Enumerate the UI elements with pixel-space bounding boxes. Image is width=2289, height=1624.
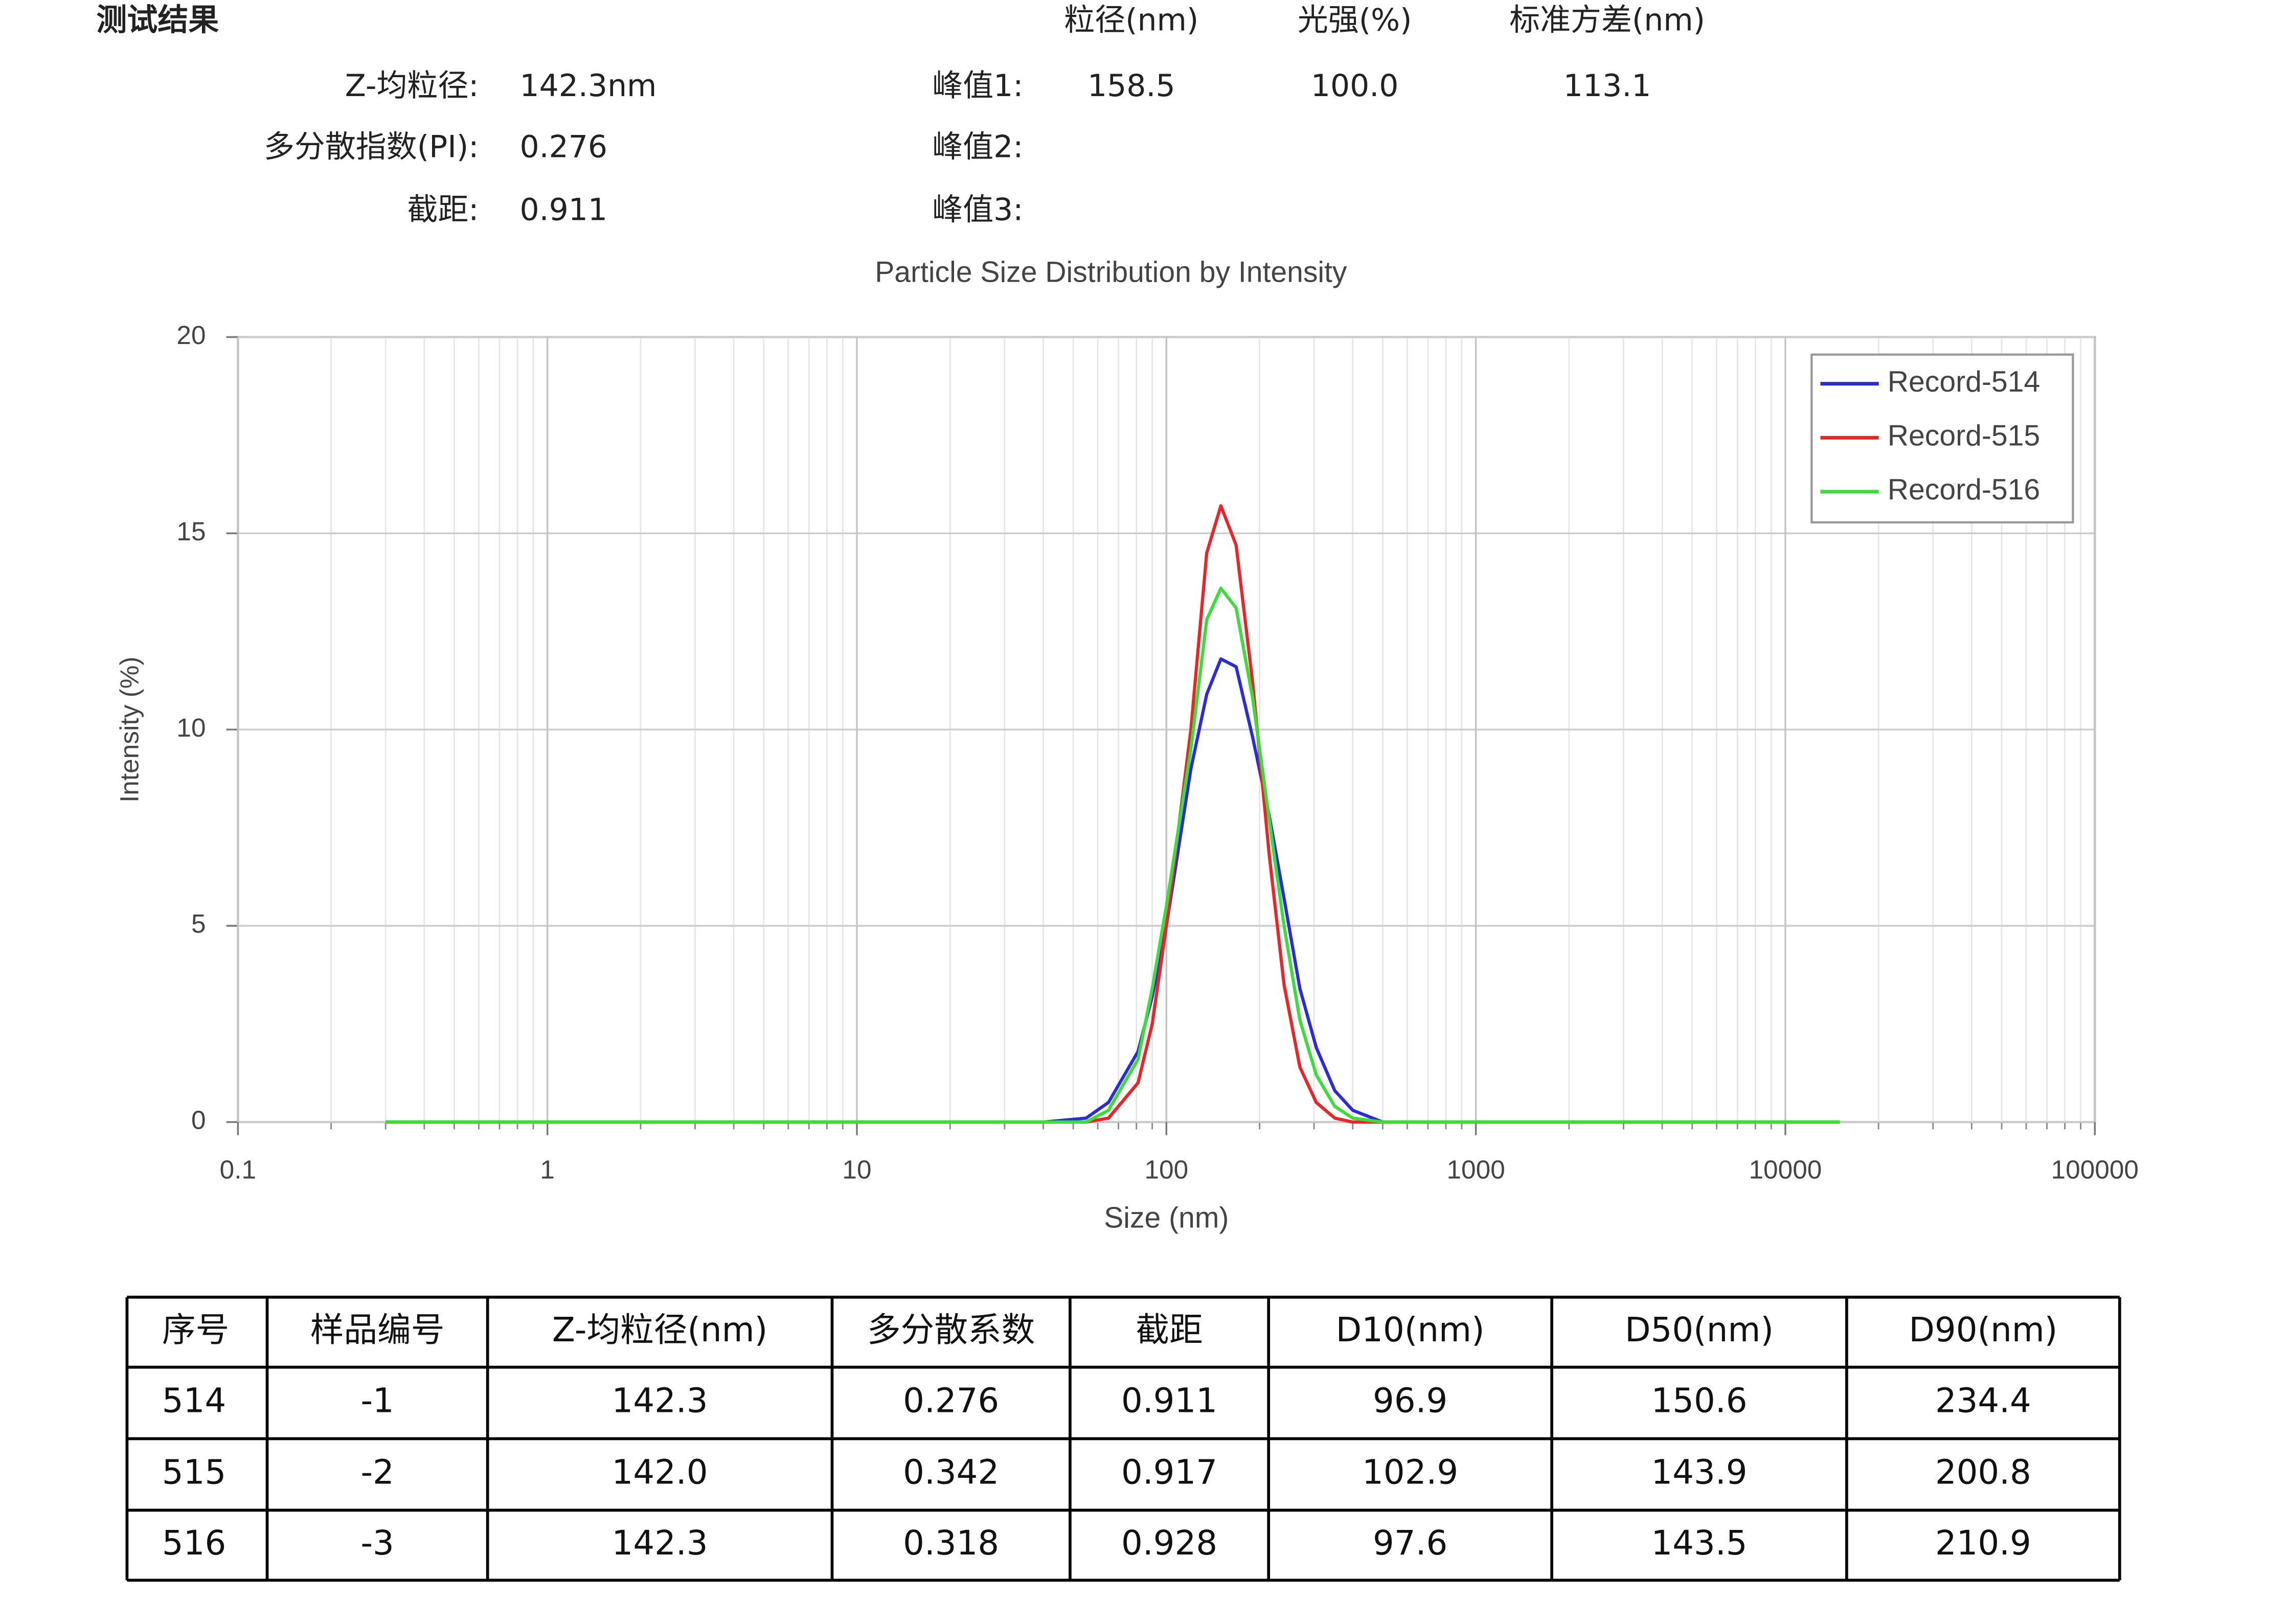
table-header-cell: 样品编号 bbox=[310, 1311, 445, 1349]
y-tick-label: 15 bbox=[176, 516, 206, 546]
y-tick-label: 0 bbox=[191, 1105, 206, 1135]
table-cell: 150.6 bbox=[1651, 1382, 1747, 1421]
summary-value: 142.3nm bbox=[519, 68, 656, 104]
table-header-cell: D50(nm) bbox=[1625, 1311, 1774, 1349]
x-tick-label: 10000 bbox=[1749, 1155, 1822, 1184]
legend-label: Record-515 bbox=[1888, 419, 2040, 452]
legend-label: Record-516 bbox=[1888, 473, 2040, 506]
x-tick-label: 100000 bbox=[2051, 1155, 2139, 1184]
peak-column: 光强(%) bbox=[1298, 2, 1412, 38]
peak-label: 峰值1: bbox=[932, 68, 1023, 104]
x-tick-label: 10 bbox=[842, 1155, 871, 1184]
table-cell: 234.4 bbox=[1935, 1382, 2031, 1421]
table-cell: 142.0 bbox=[612, 1453, 708, 1492]
table-cell: 210.9 bbox=[1935, 1524, 2031, 1563]
table-header-cell: D10(nm) bbox=[1336, 1311, 1485, 1349]
table-cell: 143.5 bbox=[1651, 1524, 1747, 1563]
y-tick-label: 10 bbox=[176, 713, 206, 742]
legend-label: Record-514 bbox=[1888, 365, 2040, 398]
plot-area: 0 5 10 15 20 0.1 1 10 100 1000 10000 100000 Record-5… bbox=[176, 320, 2139, 1184]
table-header-cell: 截距 bbox=[1136, 1311, 1203, 1349]
table-header-cell: 序号 bbox=[162, 1311, 229, 1349]
y-tick-label: 5 bbox=[191, 909, 206, 939]
peak-label: 峰值2: bbox=[932, 129, 1023, 165]
chart-title: Particle Size Distribution by Intensity bbox=[875, 256, 1347, 289]
x-tick-label: 100 bbox=[1144, 1155, 1188, 1184]
report-title: 测试结果 bbox=[96, 2, 219, 38]
table-cell: 515 bbox=[162, 1453, 226, 1492]
summary-value: 0.276 bbox=[519, 129, 607, 165]
peak-column: 粒径(nm) bbox=[1064, 2, 1198, 38]
table-cell: 0.276 bbox=[903, 1382, 999, 1421]
table-cell: 200.8 bbox=[1935, 1453, 2031, 1492]
table-cell: 96.9 bbox=[1373, 1382, 1447, 1421]
summary-value: 0.911 bbox=[519, 192, 607, 227]
table-cell: 0.318 bbox=[903, 1524, 999, 1563]
summary-label: 截距: bbox=[407, 192, 479, 227]
table-cell: 0.911 bbox=[1121, 1382, 1217, 1421]
series-line bbox=[386, 504, 1840, 1124]
table-cell: -2 bbox=[360, 1453, 394, 1492]
table-cell: 142.3 bbox=[612, 1524, 708, 1563]
table-cell: -1 bbox=[360, 1382, 394, 1421]
table-cell: 0.928 bbox=[1121, 1524, 1217, 1563]
result-table: 序号 样品编号 Z-均粒径(nm) 多分散系数 截距 D10(nm) D50(nm) D90(… bbox=[125, 1295, 2121, 1582]
table-cell: 0.917 bbox=[1121, 1453, 1217, 1492]
table-cell: 142.3 bbox=[612, 1382, 708, 1421]
summary-label: Z-均粒径: bbox=[345, 68, 479, 104]
x-tick-label: 0.1 bbox=[220, 1155, 256, 1184]
table-cell: -3 bbox=[360, 1524, 394, 1563]
x-tick-label: 1000 bbox=[1446, 1155, 1505, 1184]
series-line bbox=[386, 657, 1840, 1124]
summary-label: 多分散指数(PI): bbox=[264, 129, 479, 165]
table-cell: 97.6 bbox=[1373, 1524, 1447, 1563]
table-header-cell: Z-均粒径(nm) bbox=[552, 1311, 767, 1349]
table-cell: 0.342 bbox=[903, 1453, 999, 1492]
x-tick-label: 1 bbox=[540, 1155, 555, 1184]
peak-label: 峰值3: bbox=[932, 192, 1023, 227]
peak-value: 158.5 bbox=[1087, 68, 1175, 104]
y-axis-label: Intensity (%) bbox=[115, 656, 144, 802]
table-cell: 143.9 bbox=[1651, 1453, 1747, 1492]
table-header-cell: D90(nm) bbox=[1909, 1311, 2057, 1349]
y-tick-label: 20 bbox=[176, 320, 206, 350]
table-cell: 102.9 bbox=[1362, 1453, 1458, 1492]
peak-column: 标准方差(nm) bbox=[1509, 2, 1705, 38]
x-axis-label: Size (nm) bbox=[1104, 1201, 1229, 1234]
series-line bbox=[386, 586, 1840, 1124]
table-cell: 514 bbox=[162, 1382, 226, 1421]
table-cell: 516 bbox=[162, 1524, 226, 1563]
peak-value: 113.1 bbox=[1563, 68, 1651, 104]
table-header-cell: 多分散系数 bbox=[867, 1311, 1035, 1349]
peak-value: 100.0 bbox=[1311, 68, 1399, 104]
